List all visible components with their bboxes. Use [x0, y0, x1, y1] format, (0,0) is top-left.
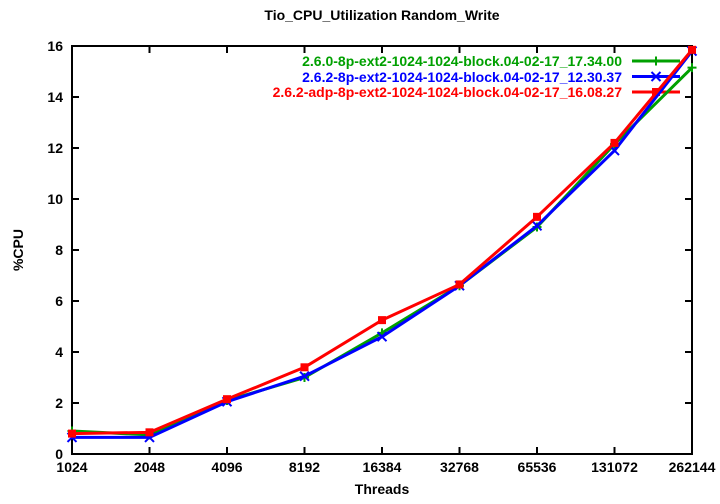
data-point — [378, 316, 386, 325]
data-point — [299, 371, 310, 382]
legend-marker-plus — [651, 56, 661, 66]
x-tick-label: 32768 — [440, 459, 479, 475]
x-tick-label: 131072 — [591, 459, 638, 475]
x-tick-label: 65536 — [517, 459, 557, 475]
data-point — [533, 212, 541, 221]
series-line-2 — [71, 48, 694, 436]
y-tick-label: 2 — [55, 395, 63, 411]
data-point — [531, 220, 543, 231]
y-tick-label: 8 — [55, 242, 63, 258]
y-tick-label: 4 — [55, 344, 63, 360]
y-tick-label: 14 — [47, 89, 63, 105]
data-point — [455, 280, 464, 289]
x-tick-label: 1024 — [56, 459, 88, 475]
y-tick-label: 16 — [47, 38, 63, 54]
data-point — [687, 63, 697, 73]
legend-marker-cross — [650, 71, 662, 82]
legend-label: 2.6.2-adp-8p-ext2-1024-1024-block.04-02-… — [272, 84, 622, 100]
series-line-1 — [72, 50, 694, 439]
legend-label: 2.6.2-8p-ext2-1024-1024-block.04-02-17_1… — [302, 68, 622, 85]
x-tick-label: 262144 — [668, 459, 716, 475]
data-point — [300, 363, 309, 372]
data-point — [376, 331, 388, 342]
data-point — [68, 429, 76, 438]
y-tick-label: 10 — [47, 191, 63, 207]
x-tick-label: 8192 — [288, 459, 321, 475]
data-point — [610, 138, 619, 147]
x-axis-label: Threads — [354, 481, 410, 497]
x-tick-label: 16384 — [362, 459, 402, 475]
x-tick-label: 4096 — [211, 459, 243, 475]
series-line-0 — [71, 66, 694, 437]
plot-border — [71, 45, 693, 455]
data-point — [688, 45, 696, 54]
y-tick-label: 0 — [55, 446, 63, 462]
legend-label: 2.6.0-8p-ext2-1024-1024-block.04-02-17_1… — [302, 53, 622, 69]
y-tick-label: 6 — [55, 293, 63, 309]
data-point — [223, 395, 231, 404]
chart-title: Tio_CPU_Utilization Random_Write — [264, 7, 500, 23]
y-tick-label: 12 — [47, 140, 63, 156]
x-tick-label: 2048 — [133, 459, 166, 475]
data-point — [145, 428, 154, 437]
